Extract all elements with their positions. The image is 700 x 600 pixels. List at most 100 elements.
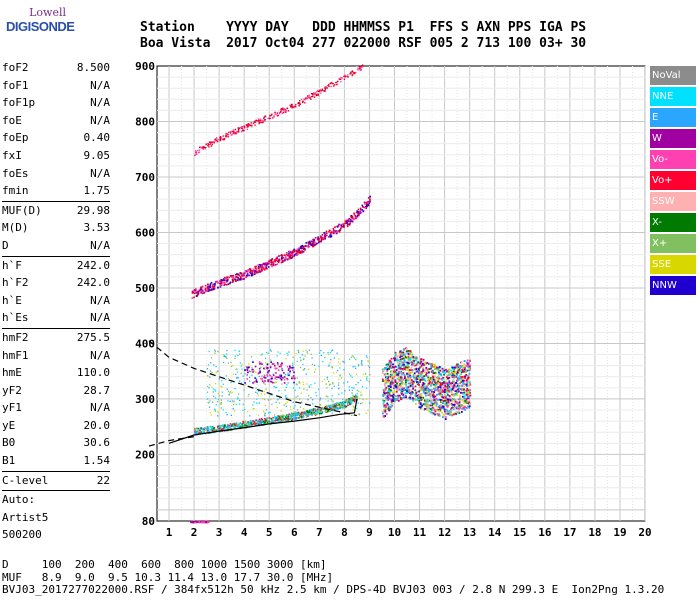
echo-point <box>214 349 216 351</box>
echo-point <box>266 363 269 366</box>
echo-point <box>285 111 287 113</box>
echo-point <box>220 407 223 409</box>
echo-point <box>341 406 343 408</box>
echo-point <box>457 398 460 401</box>
echo-point <box>442 416 444 418</box>
echo-point <box>397 367 400 370</box>
echo-point <box>423 399 426 402</box>
echo-point <box>280 258 283 260</box>
echo-point <box>202 431 204 434</box>
echo-point <box>461 398 464 401</box>
echo-point <box>444 416 446 419</box>
echo-point <box>313 412 315 414</box>
echo-point <box>468 368 470 370</box>
echo-point <box>445 368 447 371</box>
echo-point <box>357 208 360 211</box>
echo-point <box>441 389 444 392</box>
echo-point <box>453 383 456 386</box>
echo-point <box>462 388 465 391</box>
echo-point <box>282 256 285 259</box>
echo-point <box>292 365 294 367</box>
echo-point <box>335 83 338 86</box>
echo-point <box>208 350 210 353</box>
echo-point <box>431 394 434 397</box>
echo-point <box>252 361 254 363</box>
echo-point <box>258 120 260 122</box>
echo-point <box>437 387 439 390</box>
echo-point <box>353 397 355 399</box>
echo-point <box>448 374 450 376</box>
echo-point <box>448 390 451 393</box>
echo-point <box>340 224 342 226</box>
echo-point <box>259 119 262 122</box>
legend-item: W <box>650 129 696 148</box>
echo-point <box>282 414 284 417</box>
echo-point <box>232 424 235 427</box>
echo-point <box>264 404 267 407</box>
echo-point <box>204 284 207 287</box>
echo-point <box>239 362 242 364</box>
echo-point <box>263 417 266 420</box>
echo-point <box>217 425 219 428</box>
echo-point <box>200 290 203 292</box>
echo-point <box>350 375 352 377</box>
echo-point <box>279 377 282 380</box>
echo-point <box>265 361 267 364</box>
echo-point <box>293 106 295 108</box>
echo-point <box>329 406 331 409</box>
echo-point <box>448 372 451 375</box>
echo-point <box>389 394 392 397</box>
logo-lowell-text: Lowell <box>29 6 66 19</box>
echo-point <box>255 271 258 274</box>
echo-point <box>416 381 418 383</box>
echo-point <box>340 76 342 79</box>
echo-point <box>275 381 278 383</box>
echo-point <box>219 282 221 285</box>
echo-point <box>430 383 433 386</box>
echo-point <box>261 119 263 121</box>
echo-point <box>414 399 417 401</box>
echo-point <box>309 414 311 416</box>
echo-point <box>400 373 403 375</box>
echo-point <box>434 404 437 407</box>
echo-point <box>232 279 235 282</box>
echo-point <box>219 286 222 288</box>
echo-point <box>280 419 283 421</box>
echo-point <box>255 120 257 122</box>
echo-point <box>343 403 345 406</box>
echo-point <box>288 417 291 420</box>
echo-point <box>253 269 255 272</box>
echo-point <box>393 400 396 403</box>
echo-point <box>406 372 408 375</box>
echo-point <box>314 236 317 239</box>
echo-point <box>279 418 281 420</box>
echo-point <box>214 397 217 399</box>
echo-point <box>427 379 429 382</box>
echo-point <box>353 213 356 216</box>
echo-point <box>415 370 418 373</box>
echo-point <box>231 425 234 428</box>
echo-point <box>366 202 368 204</box>
echo-point <box>425 372 428 374</box>
echo-point <box>280 109 283 112</box>
echo-point <box>277 420 279 422</box>
echo-point <box>194 289 196 291</box>
echo-point <box>459 366 462 368</box>
echo-point <box>427 384 429 387</box>
echo-point <box>417 393 420 396</box>
echo-point <box>397 359 400 362</box>
echo-point <box>428 378 430 380</box>
echo-point <box>385 413 388 415</box>
echo-point <box>440 386 443 388</box>
echo-point <box>327 400 329 402</box>
echo-point <box>315 368 317 370</box>
echo-point <box>266 421 269 424</box>
echo-point <box>409 350 412 352</box>
echo-point <box>413 372 416 375</box>
echo-point <box>457 365 460 367</box>
echo-point <box>348 401 350 403</box>
echo-point <box>333 229 335 232</box>
echo-point <box>437 414 440 417</box>
y-tick-label: 500 <box>135 282 155 295</box>
echo-point <box>242 275 245 277</box>
